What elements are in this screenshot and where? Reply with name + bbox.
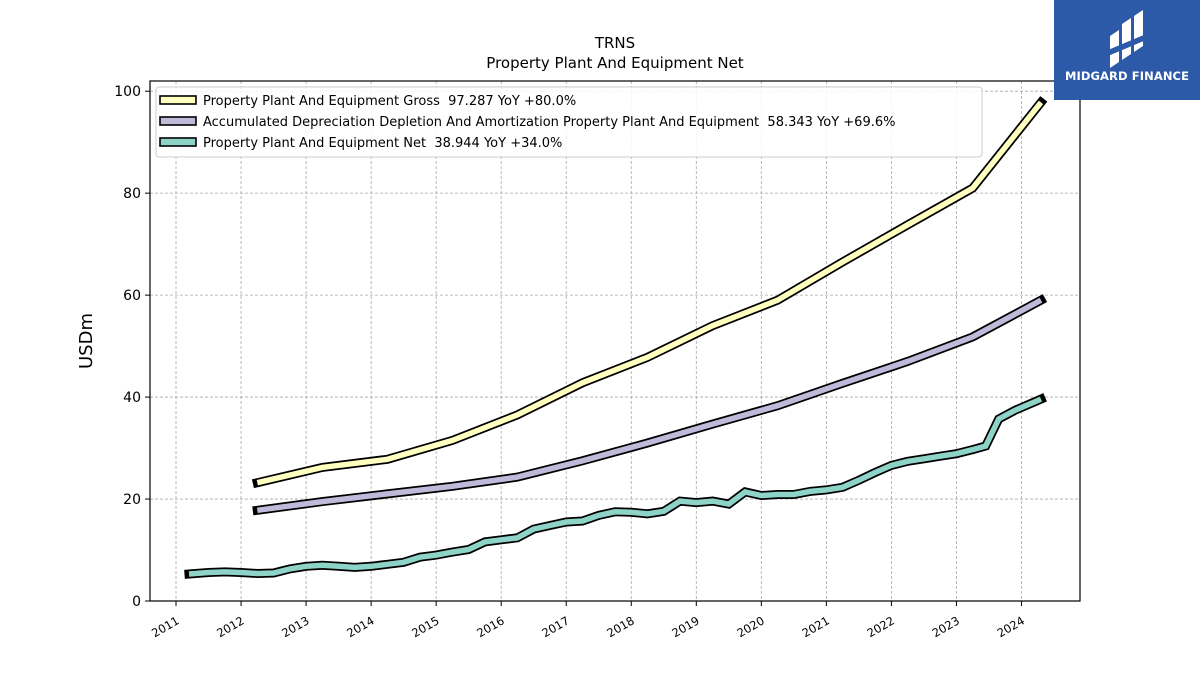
y-tick-label: 60 bbox=[123, 288, 141, 304]
y-tick-label: 40 bbox=[123, 390, 141, 406]
x-tick-label: 2017 bbox=[539, 613, 571, 640]
series-outline-1 bbox=[252, 294, 1048, 516]
y-tick-label: 80 bbox=[123, 186, 141, 202]
chart-title: TRNS bbox=[594, 34, 635, 52]
x-tick-label: 2022 bbox=[865, 613, 897, 640]
series-outline-0 bbox=[251, 96, 1048, 489]
x-tick-label: 2024 bbox=[995, 613, 1027, 640]
series-outline-2 bbox=[184, 393, 1047, 579]
legend-label-1: Accumulated Depreciation Depletion And A… bbox=[203, 115, 895, 130]
legend-swatch-0 bbox=[159, 95, 197, 105]
x-tick-label: 2013 bbox=[279, 613, 311, 640]
series-line-2 bbox=[188, 396, 1043, 577]
series-line-1 bbox=[256, 297, 1043, 514]
midgard-logo-icon bbox=[1108, 10, 1146, 68]
x-tick-label: 2021 bbox=[800, 613, 832, 640]
brand-logo: MIDGARD FINANCE bbox=[1054, 0, 1200, 100]
x-tick-label: 2019 bbox=[669, 613, 701, 640]
x-tick-label: 2018 bbox=[604, 613, 636, 640]
y-axis-label: USDm bbox=[76, 313, 97, 369]
legend: Property Plant And Equipment Gross 97.28… bbox=[155, 86, 983, 158]
x-tick-label: 2011 bbox=[149, 613, 181, 640]
x-tick-label: 2023 bbox=[930, 613, 962, 640]
y-tick-label: 100 bbox=[114, 84, 141, 100]
series-lines bbox=[184, 96, 1048, 579]
y-tick-label: 0 bbox=[132, 594, 141, 610]
brand-name: MIDGARD FINANCE bbox=[1064, 69, 1190, 83]
legend-swatch-1 bbox=[159, 116, 197, 126]
grid bbox=[150, 81, 1080, 602]
legend-label-2: Property Plant And Equipment Net 38.944 … bbox=[203, 136, 562, 151]
chart-subtitle: Property Plant And Equipment Net bbox=[486, 54, 743, 72]
x-tick-label: 2016 bbox=[474, 613, 506, 640]
legend-swatch-2 bbox=[159, 137, 197, 147]
legend-label-0: Property Plant And Equipment Gross 97.28… bbox=[203, 94, 576, 109]
series-line-0 bbox=[256, 100, 1044, 486]
x-tick-label: 2014 bbox=[344, 613, 376, 640]
axes: 0 20 40 60 80 100 2011 2012 2013 2014 2015 2016 2017… bbox=[114, 84, 1027, 640]
y-tick-label: 20 bbox=[123, 492, 141, 508]
x-tick-label: 2015 bbox=[409, 613, 441, 640]
x-tick-label: 2012 bbox=[214, 613, 246, 640]
x-tick-label: 2020 bbox=[734, 613, 766, 640]
legend-box bbox=[155, 86, 983, 158]
plot-area-frame bbox=[149, 80, 1081, 602]
